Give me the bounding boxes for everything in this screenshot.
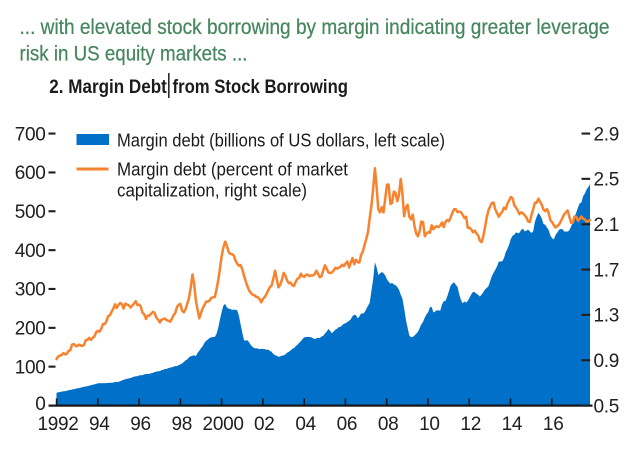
svg-text:... with elevated stock borrow: ... with elevated stock borrowing by mar… — [20, 16, 610, 39]
svg-text:10: 10 — [419, 414, 440, 435]
svg-text:2000: 2000 — [203, 414, 244, 435]
svg-text:Margin debt (billions of US do: Margin debt (billions of US dollars, lef… — [117, 131, 445, 151]
svg-text:300: 300 — [15, 280, 46, 301]
svg-text:94: 94 — [89, 414, 110, 435]
svg-text:1.7: 1.7 — [594, 260, 620, 281]
svg-text:16: 16 — [543, 414, 564, 435]
svg-text:1992: 1992 — [37, 414, 78, 435]
svg-text:0.9: 0.9 — [594, 351, 620, 372]
svg-text:700: 700 — [15, 124, 46, 145]
svg-text:risk in US equity markets ...: risk in US equity markets ... — [20, 43, 248, 66]
svg-text:400: 400 — [15, 241, 46, 262]
svg-text:98: 98 — [172, 414, 193, 435]
svg-text:2. Margin Debt: 2. Margin Debt — [49, 76, 167, 98]
svg-text:02: 02 — [254, 414, 275, 435]
svg-text:capitalization, right scale): capitalization, right scale) — [117, 181, 307, 201]
svg-text:14: 14 — [502, 414, 523, 435]
svg-text:Margin debt (percent of market: Margin debt (percent of market — [117, 160, 348, 180]
svg-text:0.5: 0.5 — [594, 396, 620, 417]
svg-text:100: 100 — [15, 357, 46, 378]
svg-text:2.9: 2.9 — [594, 124, 620, 145]
svg-text:1.3: 1.3 — [594, 306, 620, 327]
svg-text:500: 500 — [15, 202, 46, 223]
svg-text:06: 06 — [337, 414, 358, 435]
svg-text:0: 0 — [35, 394, 45, 415]
svg-text:2.5: 2.5 — [594, 170, 620, 191]
svg-text:200: 200 — [15, 319, 46, 340]
svg-text:04: 04 — [295, 414, 316, 435]
svg-text:96: 96 — [130, 414, 151, 435]
svg-text:from Stock Borrowing: from Stock Borrowing — [173, 76, 349, 98]
svg-text:600: 600 — [15, 163, 46, 184]
svg-text:2.1: 2.1 — [594, 215, 620, 236]
svg-text:12: 12 — [460, 414, 481, 435]
svg-text:08: 08 — [378, 414, 399, 435]
